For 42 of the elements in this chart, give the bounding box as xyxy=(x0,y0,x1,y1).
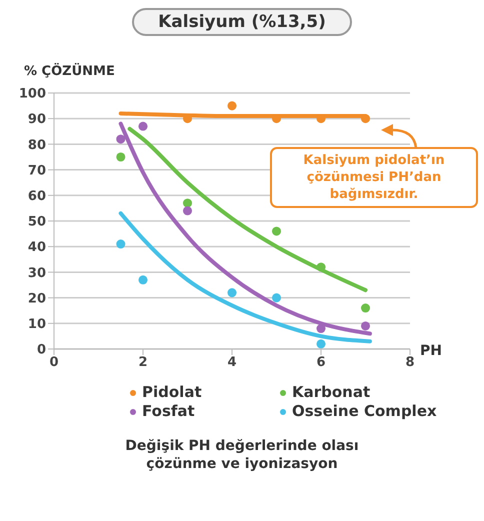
y-tick-label: 40 xyxy=(28,240,46,256)
y-tick-label: 100 xyxy=(18,86,46,102)
x-tick-label: 0 xyxy=(49,355,59,370)
point xyxy=(227,101,237,110)
y-tick-label: 90 xyxy=(28,112,46,128)
legend-label: Fosfat xyxy=(142,402,195,421)
legend-label: Pidolat xyxy=(142,383,202,402)
point xyxy=(316,324,326,334)
y-tick-label: 0 xyxy=(36,342,46,358)
point xyxy=(138,275,148,284)
point xyxy=(360,321,370,330)
point xyxy=(316,339,326,348)
point xyxy=(316,262,326,272)
y-tick-label: 50 xyxy=(28,214,46,230)
point xyxy=(182,198,192,208)
point xyxy=(182,206,192,216)
chart-title: Kalsiyum (%13,5) xyxy=(132,8,352,36)
x-tick-label: 6 xyxy=(316,355,326,370)
point xyxy=(272,226,282,236)
y-tick-label: 10 xyxy=(28,317,46,332)
x-axis-title: PH xyxy=(420,343,442,359)
point xyxy=(116,240,126,249)
y-tick-label: 30 xyxy=(28,266,46,281)
x-tick-label: 4 xyxy=(227,355,237,370)
legend-label: Karbonat xyxy=(292,383,370,402)
x-tick-label: 2 xyxy=(138,355,148,370)
point xyxy=(360,304,370,313)
y-tick-label: 70 xyxy=(28,163,46,178)
y-tick-label: 60 xyxy=(28,189,46,204)
text: Değişik PH değerlerinde olası çözünme ve iyonizasyon xyxy=(124,437,360,473)
y-tick-label: 80 xyxy=(28,138,46,153)
point xyxy=(138,122,148,131)
y-axis-title: % ÇÖZÜNME xyxy=(24,64,116,79)
point xyxy=(116,134,126,144)
point xyxy=(116,152,126,162)
y-tick-label: 20 xyxy=(28,291,46,306)
point xyxy=(360,114,370,124)
callout-box: Kalsiyum pidolat’ın çözünmesi PH’dan bağımsızdır. xyxy=(270,147,478,208)
point xyxy=(272,293,282,302)
point xyxy=(227,288,237,298)
legend-label: Osseine Complex xyxy=(292,402,437,421)
x-tick-label: 8 xyxy=(405,355,415,370)
